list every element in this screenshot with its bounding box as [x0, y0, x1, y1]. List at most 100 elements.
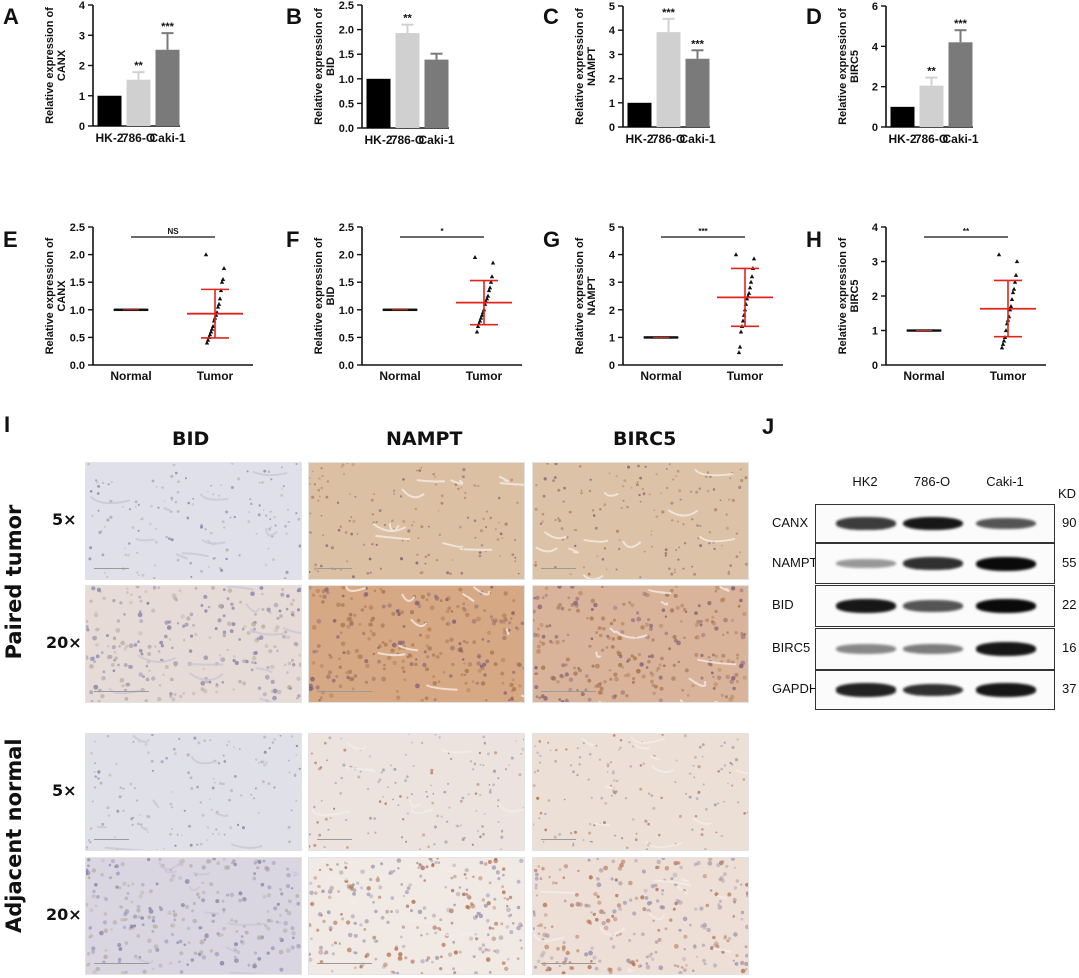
- cell-nucleus: [566, 633, 570, 637]
- bar-Caki-1: [685, 58, 710, 128]
- bar-HK-2: [627, 102, 652, 127]
- cell-nucleus: [215, 690, 219, 694]
- cell-nucleus: [427, 627, 432, 632]
- cell-nucleus: [658, 833, 661, 837]
- cell-nucleus: [261, 592, 264, 596]
- cell-nucleus: [128, 542, 131, 545]
- cell-nucleus: [240, 939, 244, 944]
- cell-nucleus: [437, 509, 440, 512]
- cell-nucleus: [595, 663, 600, 669]
- cell-nucleus: [375, 939, 379, 943]
- cell-nucleus: [96, 777, 100, 780]
- cell-nucleus: [486, 630, 492, 635]
- cell-nucleus: [160, 760, 164, 764]
- cell-nucleus: [353, 613, 357, 617]
- cell-nucleus: [535, 484, 538, 487]
- cell-nucleus: [108, 773, 112, 777]
- tissue-streak: [622, 540, 642, 549]
- cell-nucleus: [537, 627, 540, 631]
- tissue-streak: [688, 677, 707, 687]
- cell-nucleus: [635, 483, 639, 487]
- cell-nucleus: [405, 754, 407, 756]
- cell-nucleus: [732, 686, 736, 691]
- cell-nucleus: [190, 909, 195, 913]
- cell-nucleus: [726, 659, 731, 664]
- cell-nucleus: [541, 512, 545, 516]
- tissue-streak: [632, 743, 650, 750]
- cell-nucleus: [285, 948, 291, 953]
- cell-nucleus: [97, 771, 100, 774]
- panel-letter-A: A: [3, 4, 19, 29]
- tissue-streak: [398, 644, 419, 652]
- tumor-point: [203, 252, 209, 257]
- cell-nucleus: [606, 634, 610, 638]
- cell-nucleus: [607, 967, 612, 972]
- significance-mark: ***: [691, 38, 705, 50]
- cell-nucleus: [189, 776, 193, 780]
- cell-nucleus: [420, 467, 423, 469]
- tissue-streak: [594, 822, 611, 827]
- cell-nucleus: [463, 873, 467, 876]
- cell-nucleus: [129, 593, 133, 597]
- cell-nucleus: [231, 606, 235, 610]
- cell-nucleus: [257, 957, 262, 961]
- cell-nucleus: [650, 679, 654, 684]
- cell-nucleus: [445, 639, 450, 644]
- cell-nucleus: [538, 761, 541, 764]
- tissue-streak: [188, 885, 201, 892]
- cell-nucleus: [383, 663, 386, 667]
- x-tick-label: HK-2: [364, 133, 392, 147]
- tumor-point: [744, 296, 750, 301]
- cell-nucleus: [471, 680, 475, 684]
- cell-nucleus: [498, 521, 500, 524]
- cell-nucleus: [629, 898, 633, 902]
- cell-nucleus: [476, 911, 480, 916]
- cell-nucleus: [428, 858, 433, 861]
- cell-nucleus: [511, 611, 515, 615]
- cell-nucleus: [650, 672, 655, 677]
- cell-nucleus: [173, 747, 176, 751]
- cell-nucleus: [725, 864, 729, 869]
- cell-nucleus: [264, 865, 269, 870]
- cell-nucleus: [310, 752, 314, 755]
- cell-nucleus: [511, 553, 515, 556]
- cell-nucleus: [231, 622, 236, 626]
- cell-nucleus: [373, 589, 377, 593]
- cell-nucleus: [192, 623, 196, 627]
- cell-nucleus: [453, 950, 458, 955]
- cell-nucleus: [656, 859, 661, 865]
- cell-nucleus: [348, 612, 353, 617]
- cell-nucleus: [576, 949, 580, 953]
- cell-nucleus: [86, 868, 89, 873]
- cell-nucleus: [575, 608, 581, 613]
- cell-nucleus: [186, 516, 190, 520]
- cell-nucleus: [157, 697, 162, 702]
- cell-nucleus: [407, 653, 412, 657]
- cell-nucleus: [669, 608, 675, 613]
- cell-nucleus: [502, 631, 507, 635]
- cell-nucleus: [655, 515, 659, 519]
- cell-nucleus: [147, 652, 152, 656]
- cell-nucleus: [425, 644, 429, 648]
- cell-nucleus: [715, 944, 720, 949]
- cell-nucleus: [203, 594, 208, 599]
- cell-nucleus: [381, 641, 385, 644]
- cell-nucleus: [729, 679, 734, 684]
- cell-nucleus: [325, 495, 329, 499]
- tissue-streak: [679, 699, 718, 702]
- cell-nucleus: [735, 679, 739, 684]
- x-tick-label: 786-O: [122, 131, 155, 145]
- blot-strip-CANX: [815, 504, 1055, 543]
- magnification-label: 20×: [46, 633, 82, 652]
- cell-nucleus: [730, 763, 734, 766]
- cell-nucleus: [326, 759, 328, 761]
- cell-nucleus: [541, 596, 545, 599]
- cell-nucleus: [461, 606, 466, 610]
- cell-nucleus: [539, 877, 543, 880]
- cell-nucleus: [610, 877, 614, 881]
- cell-nucleus: [317, 884, 321, 889]
- cell-nucleus: [580, 489, 583, 492]
- cell-nucleus: [201, 865, 206, 870]
- cell-nucleus: [270, 664, 275, 670]
- cell-nucleus: [512, 687, 517, 692]
